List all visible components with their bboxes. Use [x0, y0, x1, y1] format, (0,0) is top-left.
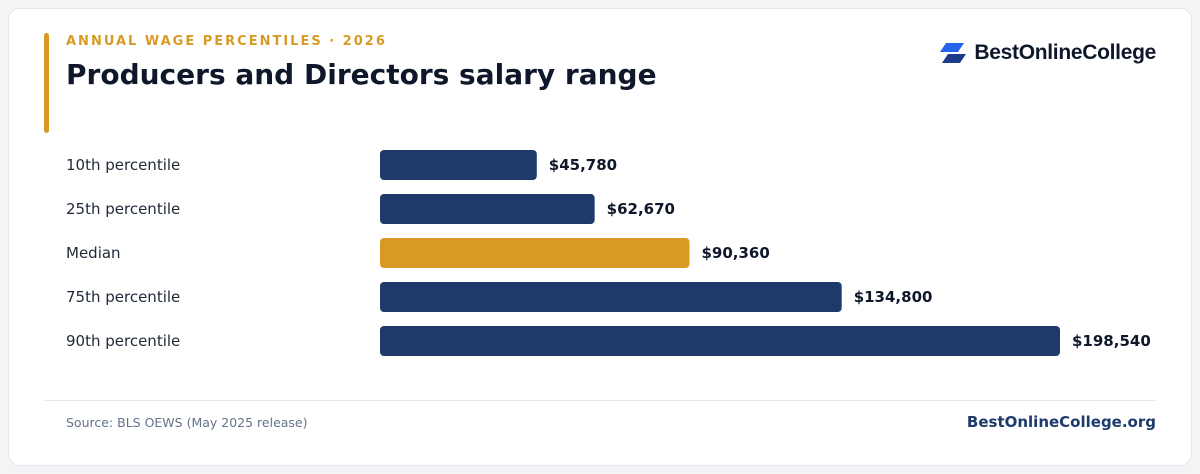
chart-card	[8, 8, 1192, 466]
bar-75th-percentile	[380, 282, 842, 312]
site-link[interactable]: BestOnlineCollege.org	[966, 413, 1156, 431]
category-label-90th-percentile: 90th percentile	[66, 332, 180, 350]
bar-10th-percentile	[380, 150, 537, 180]
value-label-median: $90,360	[701, 244, 769, 262]
accent-bar	[44, 33, 49, 133]
bar-median	[380, 238, 690, 268]
value-label-10th-percentile: $45,780	[549, 156, 617, 174]
value-label-25th-percentile: $62,670	[607, 200, 675, 218]
value-label-90th-percentile: $198,540	[1072, 332, 1151, 350]
brand-name: BestOnlineCollege	[974, 41, 1156, 64]
category-label-75th-percentile: 75th percentile	[66, 288, 180, 306]
source-note: Source: BLS OEWS (May 2025 release)	[66, 415, 308, 430]
chart-eyebrow: ANNUAL WAGE PERCENTILES · 2026	[66, 34, 387, 49]
bar-25th-percentile	[380, 194, 595, 224]
stacked-parallelogram-logo-icon	[940, 43, 967, 63]
value-label-75th-percentile: $134,800	[854, 288, 933, 306]
brand-logo: BestOnlineCollege	[940, 40, 1156, 66]
category-label-25th-percentile: 25th percentile	[66, 200, 180, 218]
category-label-median: Median	[66, 244, 121, 262]
bar-90th-percentile	[380, 326, 1060, 356]
chart-title: Producers and Directors salary range	[66, 58, 657, 91]
footer-divider	[44, 400, 1156, 401]
category-label-10th-percentile: 10th percentile	[66, 156, 180, 174]
